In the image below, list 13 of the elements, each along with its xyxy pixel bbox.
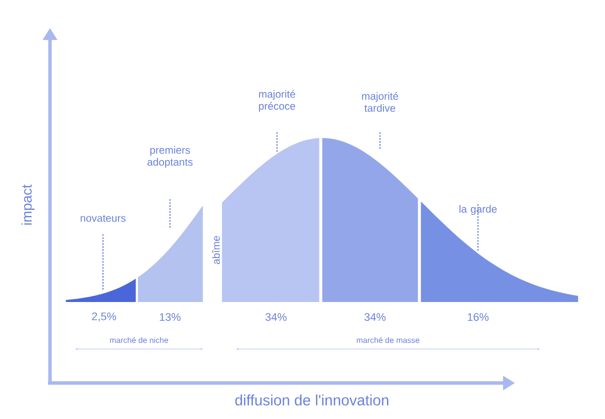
data-label: 34% (265, 313, 287, 321)
data-label: 2,5% (92, 312, 116, 322)
text: diffusion de l'innovation (235, 394, 388, 406)
text: abîme (212, 236, 220, 264)
data-label: 16% (468, 313, 489, 321)
category-label: majorité tardive (362, 92, 398, 112)
category-label: premiers adoptants (147, 146, 193, 168)
category-label: novateurs (80, 214, 126, 222)
category-label: majorité précoce (259, 90, 296, 112)
category-label: la garde (460, 205, 497, 215)
text: impact (22, 184, 34, 225)
data-label: 13% (160, 313, 181, 321)
data-label: 34% (364, 313, 386, 321)
